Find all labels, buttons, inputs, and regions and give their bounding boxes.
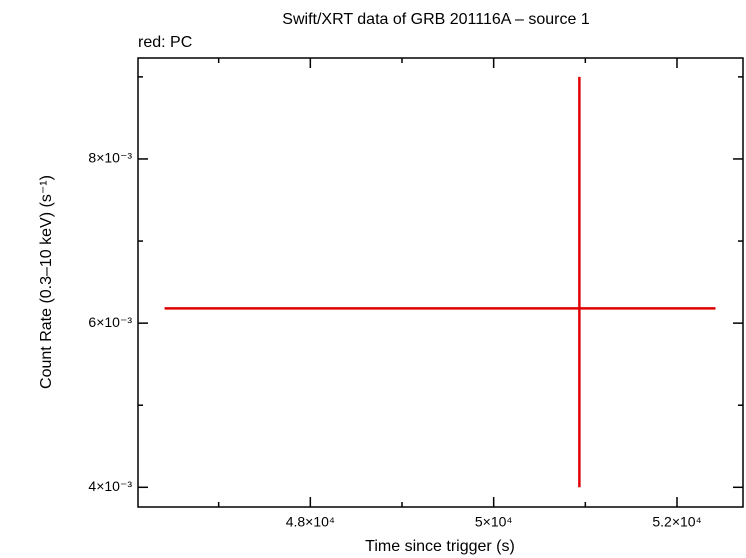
plot-frame	[137, 57, 744, 508]
chart-title: Swift/XRT data of GRB 201116A – source 1	[282, 11, 590, 28]
x-axis-label: Time since trigger (s)	[365, 538, 515, 555]
x-tick-label: 5.2×10⁴	[652, 514, 701, 530]
x-tick-label: 4.8×10⁴	[286, 514, 335, 530]
y-tick-label: 6×10⁻³	[88, 314, 132, 330]
x-tick-label: 5×10⁴	[475, 514, 513, 530]
y-tick-label: 4×10⁻³	[88, 478, 132, 494]
y-tick-label: 8×10⁻³	[88, 150, 132, 166]
y-axis-label: Count Rate (0.3–10 keV) (s⁻¹)	[38, 175, 55, 389]
chart-subtitle: red: PC	[138, 34, 192, 51]
